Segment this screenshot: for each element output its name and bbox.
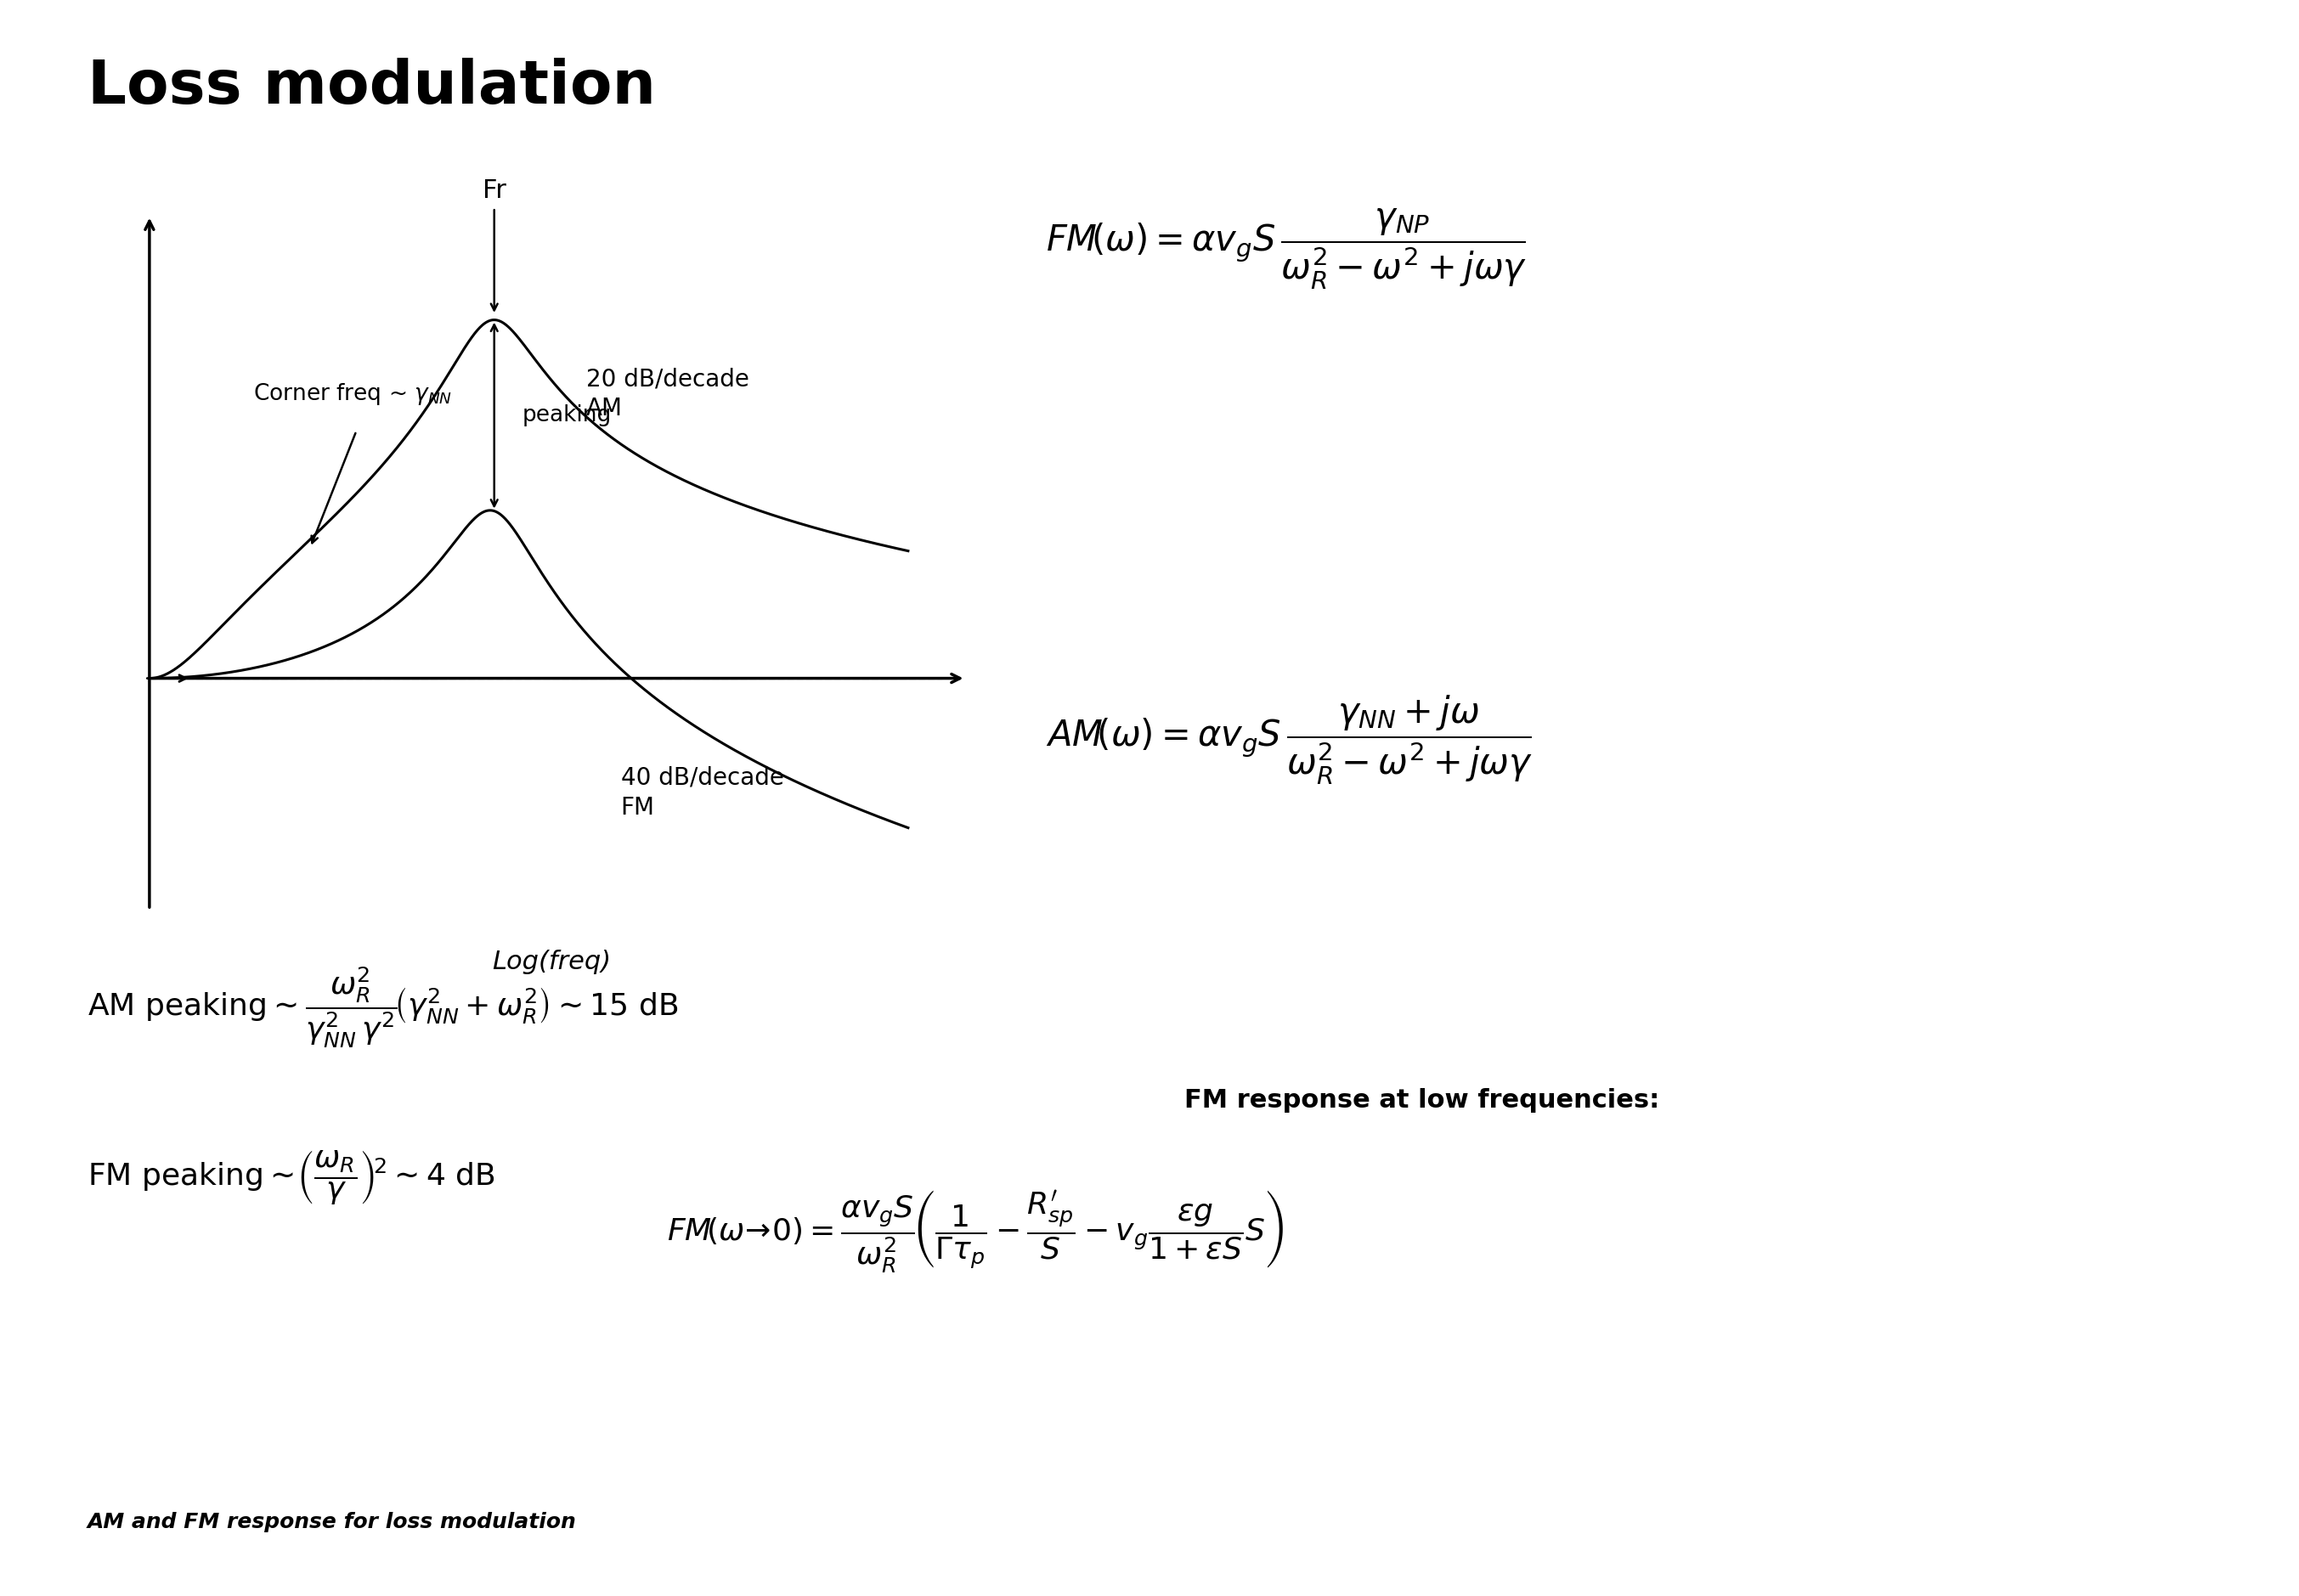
Text: 20 dB/decade
AM: 20 dB/decade AM <box>586 367 749 420</box>
Text: 40 dB/decade
FM: 40 dB/decade FM <box>621 766 784 819</box>
Text: AM and FM response for loss modulation: AM and FM response for loss modulation <box>87 1511 577 1532</box>
Text: $\mathit{AM}\!\left(\omega\right)=\alpha v_g S\,\dfrac{\gamma_{NN}+j\omega}{\ome: $\mathit{AM}\!\left(\omega\right)=\alpha… <box>1046 694 1533 787</box>
Text: Corner freq ~ $\gamma_{NN}$: Corner freq ~ $\gamma_{NN}$ <box>253 381 453 407</box>
Text: peaking: peaking <box>522 404 612 426</box>
Text: $\mathrm{AM\ peaking} \sim \dfrac{\omega_R^2}{\gamma_{NN}^2\,\gamma^2}\!\left(\g: $\mathrm{AM\ peaking} \sim \dfrac{\omega… <box>87 966 678 1050</box>
Text: $\mathrm{FM\ peaking} \sim \!\left(\dfrac{\omega_R}{\gamma}\right)^{\!2}\sim 4\ : $\mathrm{FM\ peaking} \sim \!\left(\dfra… <box>87 1149 494 1207</box>
Text: Loss modulation: Loss modulation <box>87 57 655 117</box>
Text: FM response at low frequencies:: FM response at low frequencies: <box>1184 1088 1660 1112</box>
Text: $\mathit{FM}\!\left(\omega\!\rightarrow\!0\right)=\dfrac{\alpha v_g S}{\omega_R^: $\mathit{FM}\!\left(\omega\!\rightarrow\… <box>667 1189 1283 1275</box>
Text: $\mathit{FM}\!\left(\omega\right)=\alpha v_g S\,\dfrac{\gamma_{NP}}{\omega_R^2-\: $\mathit{FM}\!\left(\omega\right)=\alpha… <box>1046 207 1527 292</box>
Text: Log(freq): Log(freq) <box>492 950 612 974</box>
Text: Fr: Fr <box>483 179 506 203</box>
